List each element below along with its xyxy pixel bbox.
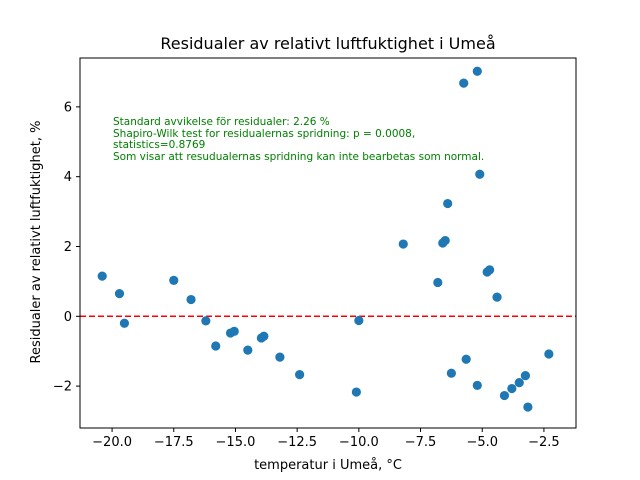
annotation-line-std: Standard avvikelse för residualer: 2.26 … <box>113 116 330 128</box>
x-axis-ticks: −20.0 −17.5 −15.0 −12.5 −10.0 −7.5 −5.0 −2.5 <box>92 428 560 450</box>
data-point <box>229 326 239 336</box>
annotation-line-statistics: statistics=0.8769 <box>113 139 205 151</box>
annotation-line-conclusion: Som visar att resudualernas spridning ka… <box>113 151 484 163</box>
data-point <box>485 265 495 275</box>
data-point <box>499 390 510 401</box>
plot-area-frame <box>79 57 577 429</box>
x-tick-label: −17.5 <box>154 435 194 450</box>
data-point <box>351 387 361 397</box>
y-tick-label: −2 <box>53 380 72 395</box>
data-point <box>186 294 196 305</box>
x-axis-label: temperatur i Umeå, °C <box>254 458 402 473</box>
chart-title: Residualer av relativt luftfuktighet i U… <box>160 34 495 53</box>
data-point <box>201 316 211 326</box>
data-point <box>169 275 179 285</box>
annotation-box: Standard avvikelse för residualer: 2.26 … <box>113 116 484 163</box>
data-point <box>243 345 253 355</box>
data-point <box>544 349 554 359</box>
data-point <box>507 383 517 394</box>
data-point <box>275 352 285 362</box>
data-point <box>440 235 450 246</box>
x-tick-label: −12.5 <box>277 435 317 450</box>
data-point <box>492 292 502 302</box>
x-tick-label: −5.0 <box>466 435 498 450</box>
x-tick-label: −15.0 <box>216 435 256 450</box>
data-point <box>295 369 305 380</box>
data-point <box>446 368 456 378</box>
x-tick-label: −10.0 <box>339 435 379 450</box>
y-axis-ticks: −2 0 2 4 6 <box>53 100 80 395</box>
data-point <box>119 318 130 328</box>
data-point <box>459 78 469 88</box>
x-tick-label: −2.5 <box>528 435 560 450</box>
y-axis-label: Residualer av relativt luftfuktighet, % <box>29 121 44 364</box>
y-tick-label: 4 <box>64 170 72 185</box>
data-points <box>97 66 554 412</box>
data-point <box>461 354 471 364</box>
data-point <box>211 341 221 351</box>
data-point <box>114 289 125 299</box>
data-point <box>514 378 524 388</box>
y-tick-label: 0 <box>64 310 72 325</box>
x-tick-label: −20.0 <box>92 435 132 450</box>
data-point <box>443 198 453 209</box>
data-point <box>398 239 408 249</box>
data-point <box>433 277 443 288</box>
x-tick-label: −7.5 <box>405 435 437 450</box>
data-point <box>523 402 533 412</box>
y-tick-label: 2 <box>64 240 72 255</box>
data-point <box>472 66 482 76</box>
data-point <box>354 315 364 326</box>
data-point <box>472 380 482 391</box>
annotation-line-shapiro: Shapiro-Wilk test for residualernas spri… <box>113 128 415 140</box>
data-point <box>97 271 107 281</box>
y-tick-label: 6 <box>64 100 72 115</box>
data-point <box>475 169 485 179</box>
data-point <box>259 331 269 341</box>
data-point <box>520 371 531 381</box>
